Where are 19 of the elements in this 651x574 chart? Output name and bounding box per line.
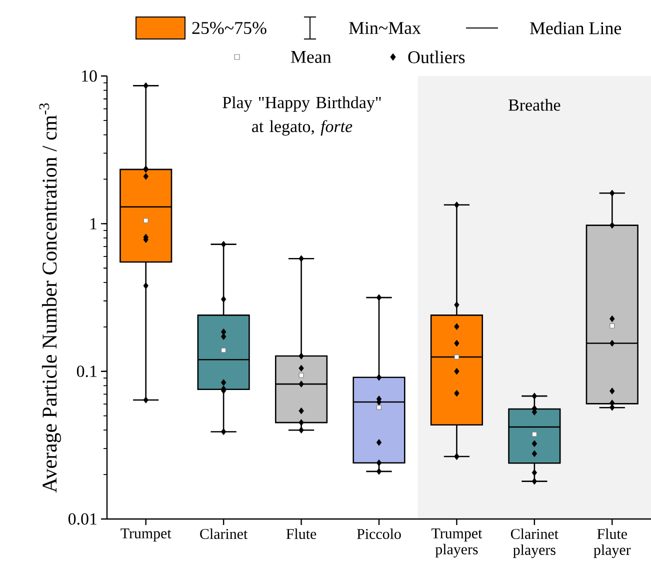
legend-label: Outliers	[408, 50, 465, 64]
y-tick-label: 1	[90, 218, 96, 230]
band-label: Breathe	[508, 98, 560, 111]
y-tick-label: 0.01	[68, 513, 96, 525]
text: Min~Max	[349, 22, 421, 34]
x-tick-label: Trumpet	[120, 528, 172, 542]
y-tick-label: 10	[82, 70, 97, 82]
x-tick-label: Flute player	[594, 528, 631, 558]
x-tick-label: Flute	[286, 528, 316, 540]
y-tick-label: 0.1	[76, 366, 96, 378]
x-tick-label: Clarinet players	[510, 528, 558, 558]
text: Mean	[291, 51, 332, 63]
x-tick-label: Clarinet	[200, 528, 248, 540]
annotation: Play "Happy Birthday" at legato, forte	[222, 96, 381, 136]
legend-label: 25%~75%	[192, 22, 266, 34]
x-tick-label: Trumpet players	[432, 528, 482, 558]
y-axis-title: Average Particle Number Concentration / cm$^{-3}$	[39, 103, 61, 493]
text: Median Line	[530, 22, 622, 34]
x-tick-label: Piccolo	[357, 528, 401, 540]
